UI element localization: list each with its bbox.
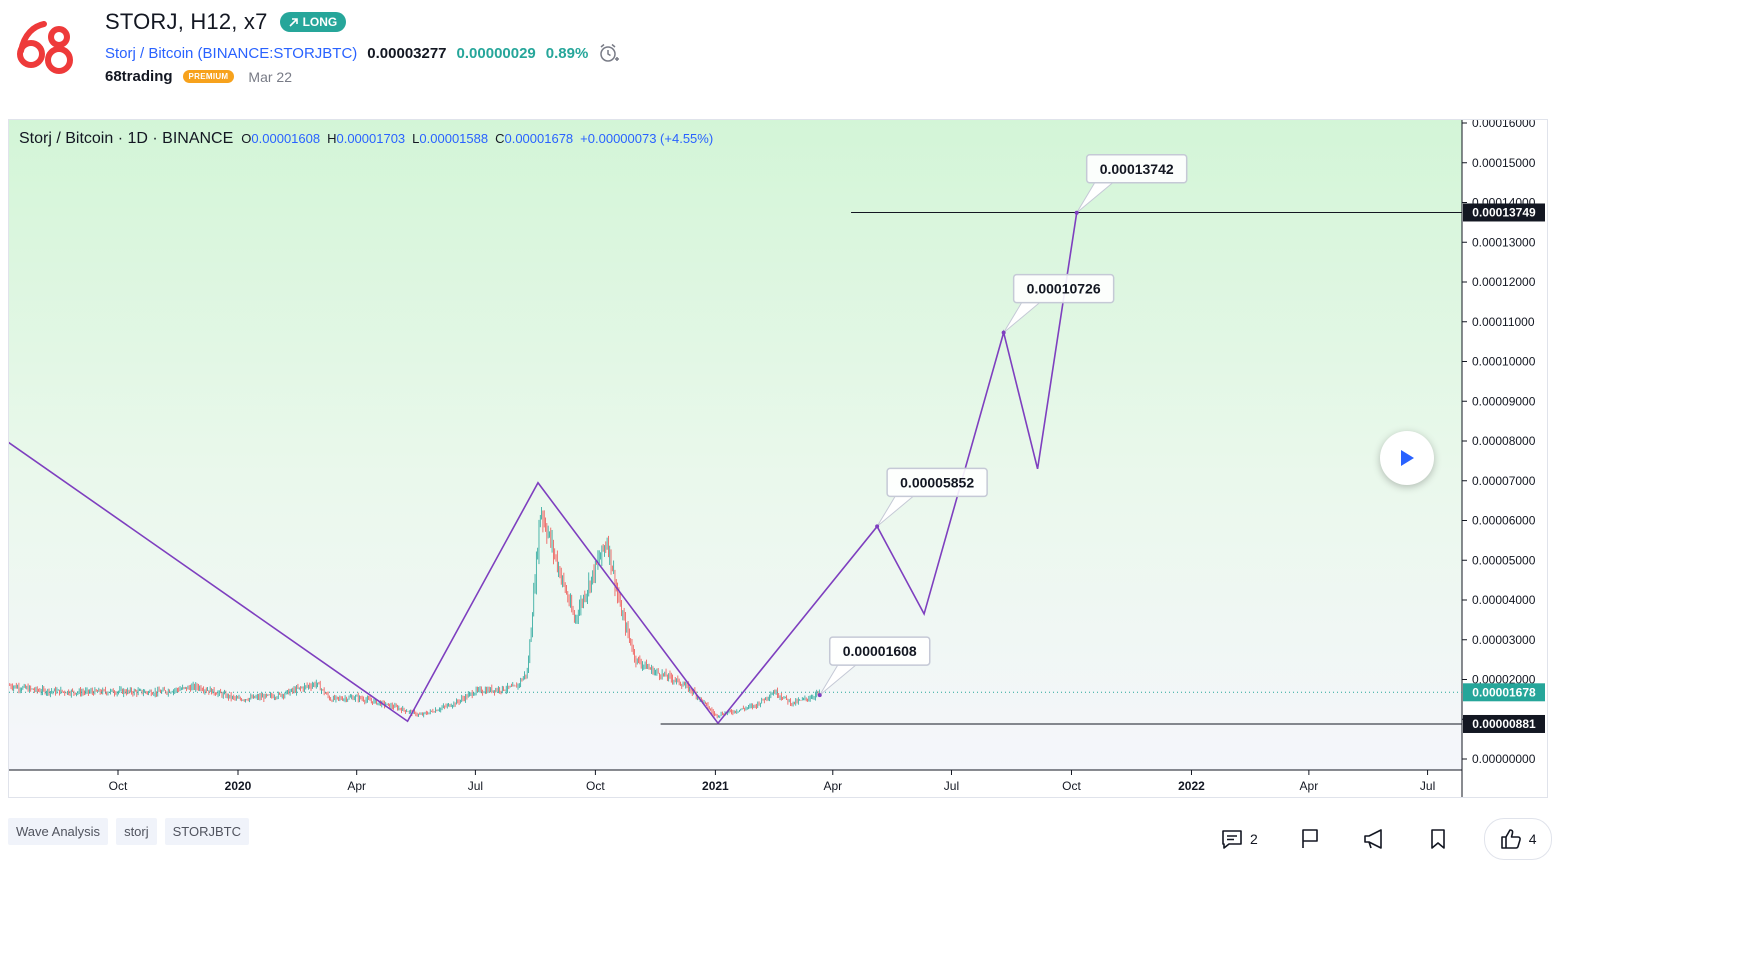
time-axis-label: Jul	[944, 779, 959, 793]
tag-wave-analysis[interactable]: Wave Analysis	[8, 818, 109, 845]
legend-high-label: H	[327, 131, 337, 146]
alarm-clock-icon[interactable]	[598, 42, 620, 64]
price-axis-label: 0.00006000	[1472, 514, 1536, 528]
price-axis-label: 0.00005000	[1472, 553, 1536, 567]
price-axis-label: 0.00008000	[1472, 434, 1536, 448]
price-axis-label: 0.00010000	[1472, 355, 1536, 369]
support-price-label-bg	[1463, 714, 1545, 733]
time-axis-label: 2022	[1178, 779, 1205, 793]
callout-anchor	[875, 524, 880, 529]
author-name[interactable]: 68trading	[105, 68, 173, 85]
last-price: 0.00003277	[367, 44, 447, 62]
symbol-link[interactable]: Storj / Bitcoin (BINANCE:STORJBTC)	[105, 45, 357, 62]
price-axis-label: 0.00002000	[1472, 673, 1536, 687]
time-axis-label: 2020	[225, 779, 252, 793]
legend-high: 0.00001703	[336, 131, 406, 146]
legend-open: 0.00001608	[251, 131, 321, 146]
bookmark-icon	[1430, 829, 1445, 849]
premium-badge: PREMIUM	[182, 70, 235, 83]
like-button[interactable]: 4	[1483, 818, 1552, 860]
bookmark-button[interactable]	[1426, 819, 1450, 859]
time-axis-label: Jul	[468, 779, 483, 793]
flag-icon	[1301, 829, 1318, 848]
long-badge: LONG	[279, 12, 347, 32]
price-axis-label: 0.00011000	[1472, 315, 1535, 329]
thumbs-up-icon	[1500, 829, 1521, 849]
comments-count: 2	[1250, 831, 1258, 847]
arrow-up-right-icon	[288, 17, 298, 27]
megaphone-icon	[1363, 829, 1382, 849]
chart-background	[9, 120, 1462, 770]
callout-label: 0.00005852	[900, 474, 974, 490]
callout-anchor	[1001, 330, 1006, 335]
publish-date: Mar 22	[248, 68, 292, 85]
price-change: 0.00000029	[456, 44, 536, 62]
symbol-exchange: (BINANCE:STORJBTC)	[197, 44, 358, 62]
tag-storj[interactable]: storj	[116, 818, 157, 845]
time-axis-label: Oct	[109, 779, 128, 793]
author-logo[interactable]	[16, 18, 78, 80]
price-axis-label: 0.00004000	[1472, 593, 1536, 607]
share-button[interactable]	[1362, 819, 1386, 859]
play-button[interactable]	[1380, 431, 1434, 485]
callout-box	[828, 636, 931, 666]
long-badge-label: LONG	[302, 15, 338, 29]
comments-button[interactable]: 2	[1220, 819, 1258, 859]
price-axis-label: 0.00000000	[1472, 752, 1536, 766]
legend-low-label: L	[412, 131, 420, 146]
time-axis-label: Oct	[1062, 779, 1081, 793]
legend-change: +0.00000073 (+4.55%)	[580, 131, 714, 146]
symbol-name: Storj / Bitcoin	[105, 44, 194, 62]
callout-label: 0.00013742	[1100, 161, 1174, 177]
target-price-label: 0.00013749	[1472, 205, 1536, 219]
legend-close: 0.00001678	[504, 131, 574, 146]
play-icon	[1401, 450, 1414, 466]
price-axis-label: 0.00003000	[1472, 633, 1536, 647]
support-price-label: 0.00000881	[1472, 717, 1536, 731]
price-axis-label: 0.00009000	[1472, 394, 1536, 408]
chart-panel[interactable]: 0.000000000.000010000.000020000.00003000…	[8, 119, 1548, 798]
target-price-label-bg	[1463, 203, 1545, 222]
chart-legend: Storj / Bitcoin · 1D · BINANCE O 0.00001…	[19, 130, 720, 148]
callout-anchor	[1074, 210, 1079, 215]
price-axis-label: 0.00012000	[1472, 275, 1536, 289]
time-axis-label: Apr	[347, 779, 366, 793]
legend-low: 0.00001588	[419, 131, 489, 146]
price-change-percent: 0.89%	[545, 44, 589, 62]
price-axis-label: 0.00013000	[1472, 235, 1536, 249]
likes-count: 4	[1528, 831, 1537, 847]
report-button[interactable]	[1298, 819, 1322, 859]
callout-box	[1012, 273, 1115, 304]
legend-symbol: Storj / Bitcoin · 1D · BINANCE	[19, 130, 234, 147]
comment-icon	[1222, 830, 1242, 849]
price-chart[interactable]: 0.000000000.000010000.000020000.00003000…	[9, 120, 1548, 798]
callout-label: 0.00010726	[1027, 281, 1101, 297]
time-axis-label: Apr	[1300, 779, 1319, 793]
time-axis-label: Apr	[823, 779, 842, 793]
callout-label: 0.00001608	[843, 643, 917, 659]
price-axis-label: 0.00007000	[1472, 474, 1536, 488]
time-axis-label: 2021	[702, 779, 729, 793]
price-axis-label: 0.00016000	[1472, 120, 1536, 130]
time-axis-label: Oct	[586, 779, 605, 793]
tag-storjbtc[interactable]: STORJBTC	[164, 818, 250, 845]
idea-title: STORJ, H12, x7	[105, 9, 268, 34]
current-price-label: 0.00001678	[1472, 685, 1536, 699]
callout-box	[886, 467, 988, 498]
price-axis-label: 0.00015000	[1472, 156, 1536, 170]
legend-open-label: O	[241, 131, 252, 146]
callout-box	[1085, 154, 1188, 184]
current-price-label-bg	[1463, 683, 1545, 702]
time-axis-label: Jul	[1420, 779, 1435, 793]
legend-close-label: C	[495, 131, 505, 146]
callout-anchor	[817, 693, 822, 698]
